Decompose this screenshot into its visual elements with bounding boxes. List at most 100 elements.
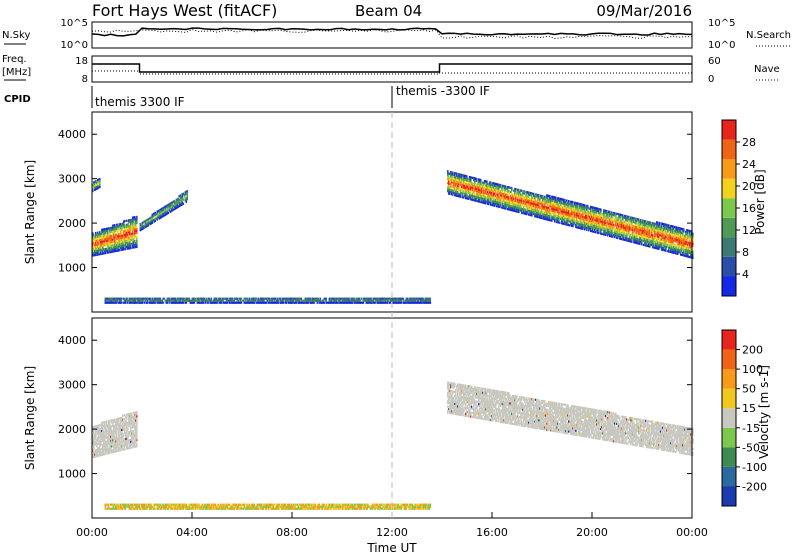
heatmap-cell — [689, 255, 691, 259]
heatmap-cell — [567, 219, 569, 222]
heatmap-cell — [494, 200, 496, 203]
heatmap-cell — [272, 301, 275, 304]
heatmap-cell — [627, 217, 629, 220]
heatmap-cell — [178, 205, 181, 208]
heatmap-cell — [670, 234, 672, 238]
heatmap-cell — [177, 199, 180, 202]
heatmap-cell — [591, 216, 593, 219]
heatmap-cell — [132, 236, 134, 239]
heatmap-cell — [305, 299, 308, 302]
heatmap-cell — [417, 301, 420, 304]
heatmap-cell — [574, 213, 576, 216]
freq-panel: Freq. [MHz] 18 8 60 0 Nave — [2, 54, 780, 85]
heatmap-cell — [507, 196, 509, 199]
heatmap-cell — [291, 299, 294, 302]
heatmap-cell — [611, 219, 613, 222]
heatmap-cell — [147, 222, 150, 225]
heatmap-cell — [551, 205, 553, 208]
heatmap-cell — [668, 224, 670, 227]
heatmap-cell — [123, 248, 125, 251]
heatmap-cell — [574, 203, 576, 206]
heatmap-cell — [505, 197, 507, 200]
heatmap-cell — [158, 209, 161, 212]
heatmap-cell — [465, 177, 467, 180]
heatmap-cell — [125, 243, 127, 247]
heatmap-cell — [108, 452, 110, 455]
heatmap-cell — [154, 301, 157, 304]
heatmap-cell — [683, 238, 685, 241]
heatmap-cell — [524, 190, 526, 193]
heatmap-cell — [498, 193, 500, 196]
heatmap-cell — [656, 229, 658, 232]
heatmap-cell — [107, 297, 110, 300]
heatmap-cell — [221, 299, 224, 302]
heatmap-cell — [130, 222, 132, 226]
heatmap-cell — [622, 224, 624, 227]
heatmap-cell — [521, 201, 523, 204]
heatmap-cell — [351, 301, 354, 304]
heatmap-cell — [176, 297, 179, 300]
heatmap-cell — [636, 227, 638, 231]
heatmap-cell — [213, 299, 216, 302]
heatmap-cell — [129, 422, 131, 426]
heatmap-cell — [94, 433, 96, 436]
heatmap-cell — [121, 424, 123, 427]
heatmap-cell — [367, 299, 370, 302]
heatmap-cell — [512, 199, 514, 202]
heatmap-cell — [587, 219, 589, 222]
heatmap-cell — [122, 434, 124, 437]
heatmap-cell — [111, 435, 113, 438]
heatmap-cell — [162, 210, 165, 214]
heatmap-cell — [118, 435, 120, 438]
heatmap-cell — [106, 297, 109, 300]
heatmap-cell — [505, 205, 507, 208]
heatmap-cell — [347, 299, 350, 302]
heatmap-cell — [389, 299, 392, 302]
heatmap-cell — [94, 435, 96, 438]
heatmap-cell — [134, 232, 136, 235]
heatmap-cell — [554, 196, 556, 199]
heatmap-cell — [97, 448, 99, 451]
heatmap-cell — [651, 241, 653, 245]
heatmap-cell — [334, 299, 337, 302]
heatmap-cell — [581, 223, 583, 226]
heatmap-cell — [635, 239, 637, 242]
heatmap-cell — [262, 297, 265, 300]
heatmap-cell — [304, 301, 307, 304]
heatmap-cell — [636, 239, 638, 243]
heatmap-cell — [486, 192, 488, 195]
heatmap-cell — [556, 200, 558, 204]
heatmap-cell — [294, 297, 297, 300]
heatmap-cell — [549, 219, 551, 222]
heatmap-cell — [480, 188, 482, 192]
heatmap-cell — [681, 249, 683, 252]
heatmap-cell — [240, 297, 243, 300]
heatmap-cell — [212, 299, 215, 302]
heatmap-cell — [560, 215, 562, 219]
heatmap-cell — [462, 178, 464, 181]
heatmap-cell — [423, 299, 426, 302]
heatmap-cell — [123, 418, 125, 421]
heatmap-cell — [652, 228, 654, 231]
heatmap-cell — [98, 424, 100, 427]
heatmap-cell — [517, 198, 519, 201]
heatmap-cell — [102, 433, 104, 436]
heatmap-cell — [661, 248, 663, 251]
heatmap-cell — [629, 228, 631, 231]
nsky-label: N.Sky — [2, 30, 30, 41]
heatmap-cell — [124, 236, 126, 239]
heatmap-cell — [637, 226, 639, 229]
heatmap-cell — [517, 190, 519, 193]
heatmap-cell — [455, 172, 457, 175]
heatmap-cell — [559, 213, 561, 216]
heatmap-cell — [572, 217, 574, 220]
heatmap-cell — [478, 188, 480, 191]
heatmap-cell — [116, 223, 118, 226]
heatmap-cell — [119, 443, 121, 446]
heatmap-cell — [579, 218, 581, 222]
heatmap-cell — [564, 207, 566, 210]
heatmap-cell — [117, 237, 119, 240]
heatmap-cell — [292, 299, 295, 302]
heatmap-cell — [131, 432, 133, 435]
heatmap-cell — [594, 226, 596, 230]
